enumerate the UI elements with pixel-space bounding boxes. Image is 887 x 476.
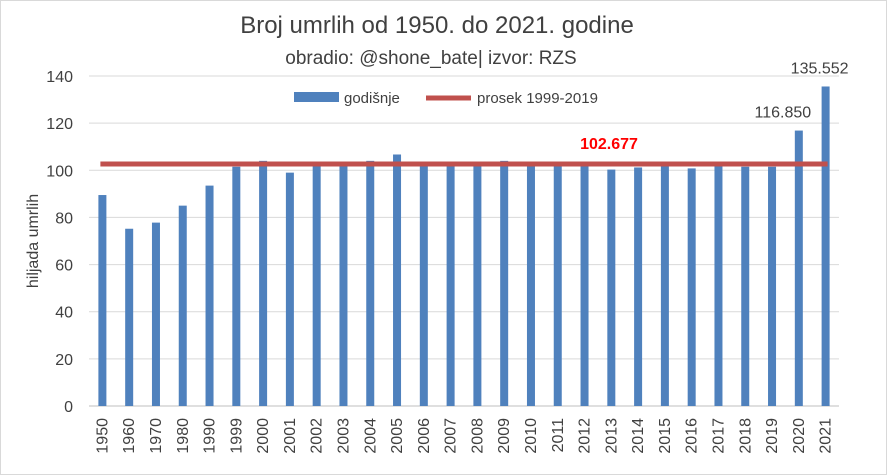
chart-subtitle: obradio: @shone_bate| izvor: RZS [285, 48, 576, 69]
data-label: 116.850 [754, 105, 811, 122]
y-tick-label: 100 [46, 163, 73, 180]
bar [285, 172, 294, 406]
legend-label-line: prosek 1999-2019 [477, 90, 598, 107]
bar [553, 163, 562, 406]
bar [768, 166, 777, 406]
y-tick-label: 140 [46, 69, 73, 86]
x-tick-label: 1990 [202, 418, 219, 454]
x-tick-label: 2003 [335, 418, 352, 454]
x-tick-label: 2009 [496, 418, 513, 454]
bar [714, 161, 723, 406]
y-tick-label: 120 [46, 116, 73, 133]
x-axis-ticks: 1950 1960 1970 1980 1990 1999 2000 2001 2002 2003… [94, 418, 834, 454]
data-label: 135.552 [791, 60, 849, 77]
bar [446, 163, 455, 406]
x-tick-label: 2002 [309, 418, 326, 454]
x-tick-label: 2013 [603, 418, 620, 454]
bar [393, 154, 402, 406]
x-tick-label: 2005 [389, 418, 406, 454]
bar [312, 163, 321, 406]
bar [151, 222, 160, 406]
gridlines [89, 75, 839, 407]
legend-label-bar: godišnje [344, 90, 400, 107]
bar [821, 86, 830, 407]
x-tick-label: 2020 [791, 418, 808, 454]
bar [419, 163, 428, 406]
x-tick-label: 2004 [362, 418, 379, 454]
y-tick-label: 20 [55, 352, 73, 369]
x-tick-label: 1970 [148, 418, 165, 454]
bar [366, 160, 375, 406]
bar [339, 163, 348, 406]
y-axis-label: hiljada umrlih [25, 194, 42, 288]
bar-series [98, 86, 830, 407]
bar [634, 167, 643, 406]
bar [794, 130, 803, 406]
chart-title: Broj umrlih od 1950. do 2021. godine [240, 12, 634, 39]
x-tick-label: 2017 [710, 418, 727, 454]
x-tick-label: 2019 [764, 418, 781, 454]
x-tick-label: 2010 [523, 418, 540, 454]
y-tick-label: 0 [64, 399, 73, 416]
x-tick-label: 2012 [577, 418, 594, 454]
y-axis-ticks: 0 20 40 60 80 100 120 140 [46, 69, 73, 416]
reference-line-label: 102.677 [580, 136, 638, 153]
bar [473, 163, 482, 406]
bar [178, 205, 187, 406]
bar [500, 160, 509, 406]
x-tick-label: 1950 [94, 418, 111, 454]
bar [607, 169, 616, 406]
bar [232, 166, 241, 406]
legend-swatch-bar [294, 92, 339, 102]
x-tick-label: 2006 [416, 418, 433, 454]
bar [259, 160, 268, 406]
x-tick-label: 2008 [469, 418, 486, 454]
x-tick-label: 2007 [443, 418, 460, 454]
x-tick-label: 1999 [228, 418, 245, 454]
bar [98, 195, 107, 406]
x-tick-label: 2021 [818, 418, 835, 454]
y-tick-label: 60 [55, 258, 73, 275]
bar [687, 168, 696, 406]
x-tick-label: 2001 [282, 418, 299, 454]
y-tick-label: 40 [55, 305, 73, 322]
legend: godišnje prosek 1999-2019 [294, 90, 598, 107]
x-tick-label: 1960 [121, 418, 138, 454]
x-tick-label: 2016 [684, 418, 701, 454]
bar [660, 161, 669, 406]
x-tick-label: 2000 [255, 418, 272, 454]
x-tick-label: 1980 [175, 418, 192, 454]
bar [526, 162, 535, 406]
bar [205, 185, 214, 406]
x-tick-label: 2018 [737, 418, 754, 454]
bar [580, 164, 589, 406]
reference-line-group: 102.677 [100, 136, 828, 167]
y-tick-label: 80 [55, 210, 73, 227]
x-tick-label: 2014 [630, 418, 647, 454]
x-tick-label: 2015 [657, 418, 674, 454]
data-labels: 116.850 135.552 [754, 60, 848, 121]
x-tick-label: 2011 [550, 418, 567, 453]
bar [741, 166, 750, 406]
bar [125, 228, 134, 406]
